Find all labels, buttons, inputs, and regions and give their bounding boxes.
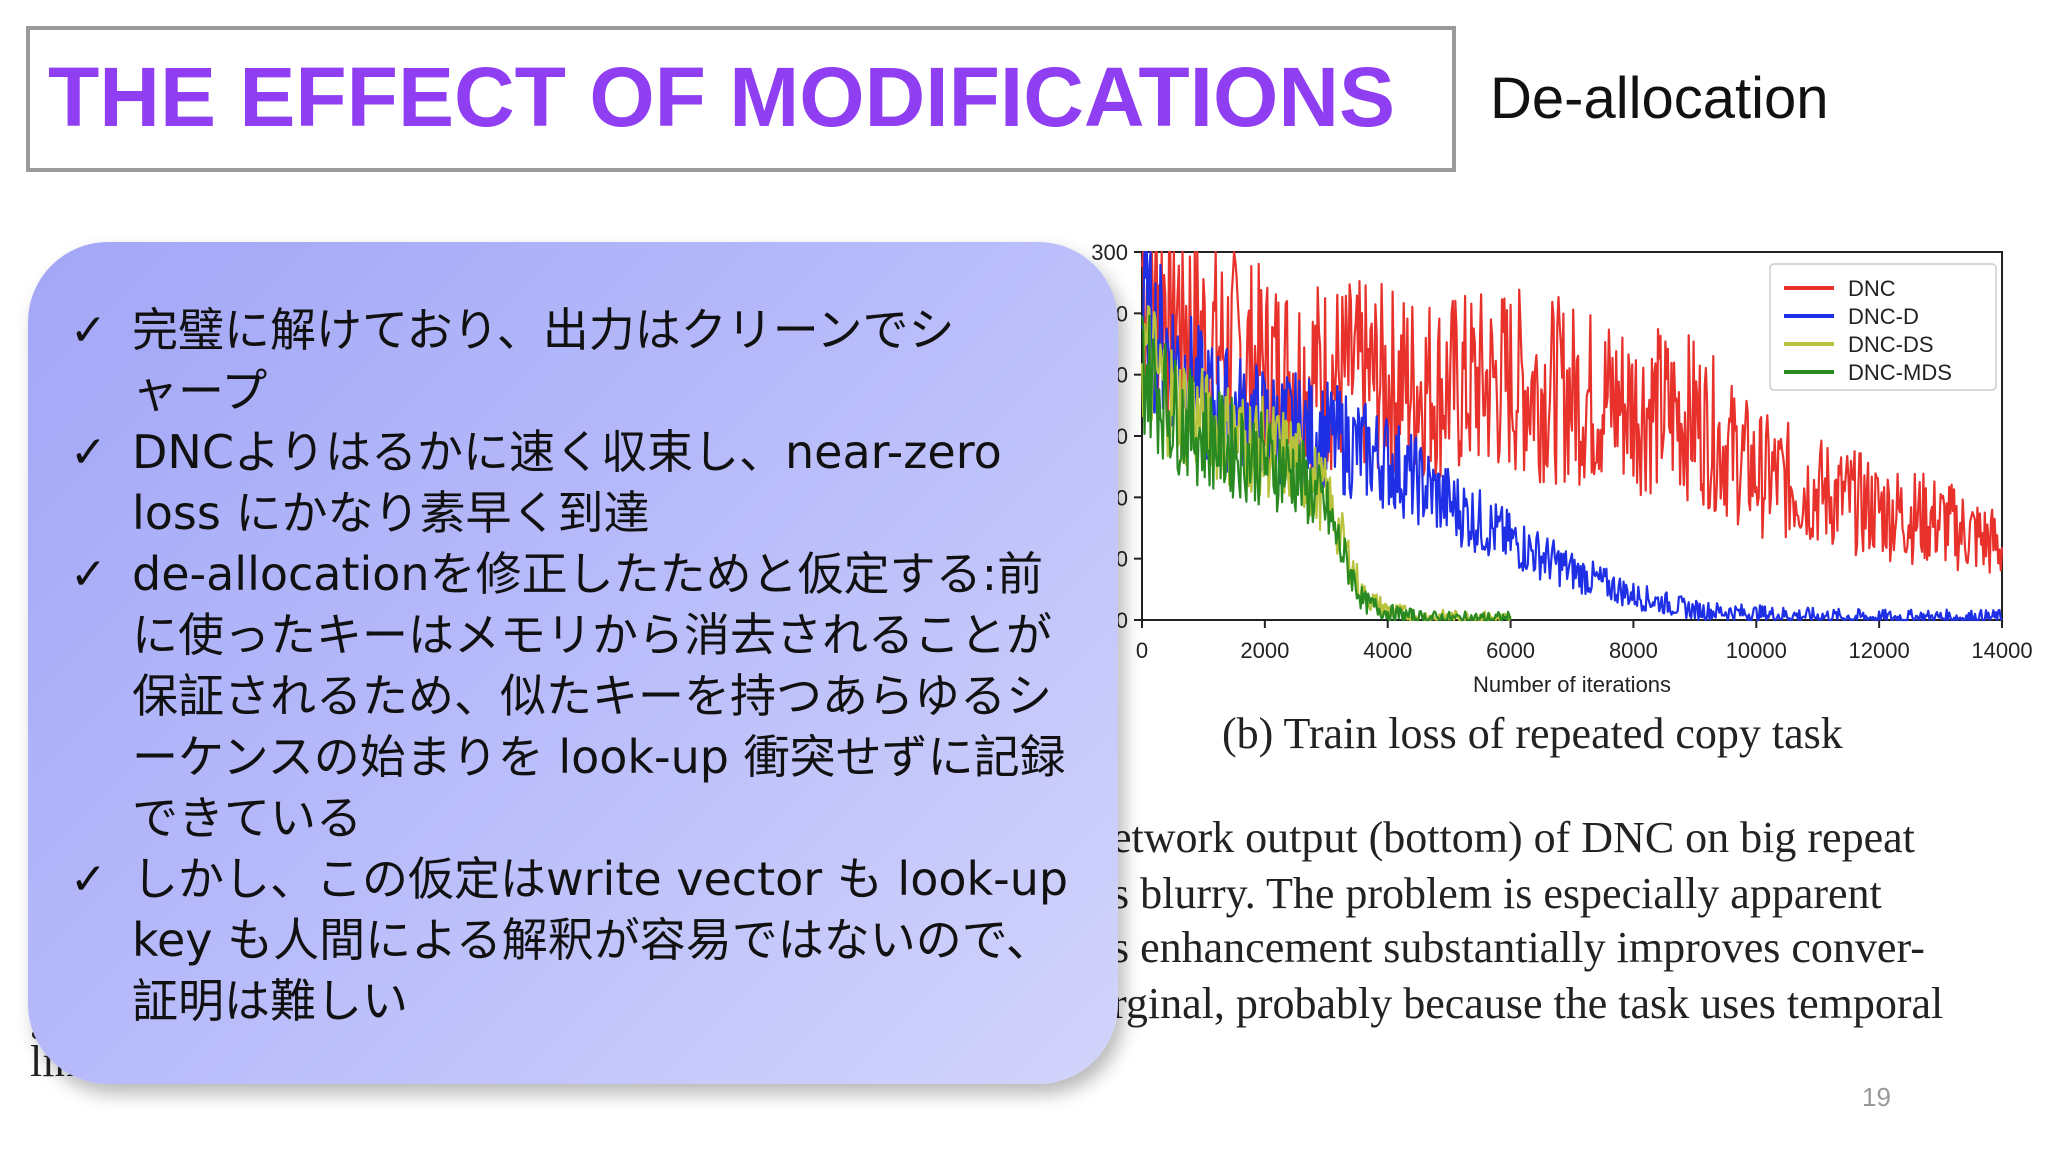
slide-title: THE EFFECT OF MODIFICATIONS [48, 50, 1396, 144]
legend-label: DNC-MDS [1848, 360, 1952, 385]
x-tick-label: 0 [1136, 638, 1148, 663]
series-line-dnc-d [1140, 250, 2003, 622]
paper-line: s blurry. The problem is especially appa… [1112, 869, 1882, 918]
y-tick-label: 300 [1091, 240, 1128, 265]
bullet-text: de-allocationを修正したためと仮定する:前に使ったキーはメモリから消… [132, 547, 1066, 845]
paper-line: s enhancement substantially improves con… [1112, 923, 1925, 972]
x-axis-label: Number of iterations [1473, 672, 1671, 697]
check-mark-icon: ✓ [70, 549, 107, 600]
bullet-text: しかし、この仮定はwrite vector も look-up key も人間に… [132, 852, 1069, 1028]
bullet-text: 完璧に解けており、出力はクリーンでシャープ [132, 303, 955, 418]
check-mark-icon: ✓ [70, 854, 107, 905]
legend-box [1769, 263, 1997, 391]
bullet-item: ✓ de-allocationを修正したためと仮定する:前に使ったキーはメモリか… [70, 544, 1110, 849]
x-tick-label: 10000 [1726, 638, 1787, 663]
chart-caption: (b) Train loss of repeated copy task [1222, 709, 1843, 758]
bullet-item: ✓ DNCよりはるかに速く収束し、near-zero loss にかなり素早く到… [70, 422, 1110, 544]
series-line-dnc-mds [1140, 314, 1512, 622]
bullet-text: DNCよりはるかに速く収束し、near-zero loss にかなり素早く到達 [132, 425, 1002, 540]
check-mark-icon: ✓ [70, 305, 107, 356]
title-box: THE EFFECT OF MODIFICATIONS [26, 26, 1456, 172]
y-tick-label: 0 [1116, 608, 1128, 633]
y-tick-label: 0 [1116, 363, 1128, 388]
loss-chart: 0200040006000800010000120001400030050000… [1091, 240, 2032, 697]
legend-label: DNC [1848, 276, 1896, 301]
y-tick-label: 0 [1116, 547, 1128, 572]
bullet-list: ✓ 完璧に解けており、出力はクリーンでシャープ ✓ DNCよりはるかに速く収束し… [70, 300, 1110, 1032]
page-number: 19 [1862, 1082, 1891, 1112]
x-tick-label: 2000 [1240, 638, 1289, 663]
paper-line: rginal, probably because the task uses t… [1112, 979, 1944, 1028]
x-tick-label: 6000 [1486, 638, 1535, 663]
legend-label: DNC-D [1848, 304, 1919, 329]
x-tick-label: 8000 [1609, 638, 1658, 663]
series-line-dnc [1140, 250, 2004, 574]
check-mark-icon: ✓ [70, 427, 107, 478]
bullet-callout [28, 242, 1118, 1084]
x-tick-label: 12000 [1849, 638, 1910, 663]
legend-label: DNC-DS [1848, 332, 1934, 357]
y-tick-label: 0 [1116, 485, 1128, 510]
slide-subtitle: De-allocation [1490, 66, 1829, 131]
bullet-item: ✓ しかし、この仮定はwrite vector も look-up key も人… [70, 849, 1110, 1032]
paper-line: etwork output (bottom) of DNC on big rep… [1112, 813, 1915, 862]
y-tick-label: 0 [1116, 424, 1128, 449]
x-tick-label: 4000 [1363, 638, 1412, 663]
x-tick-label: 14000 [1971, 638, 2032, 663]
bullet-item: ✓ 完璧に解けており、出力はクリーンでシャープ [70, 300, 1110, 422]
